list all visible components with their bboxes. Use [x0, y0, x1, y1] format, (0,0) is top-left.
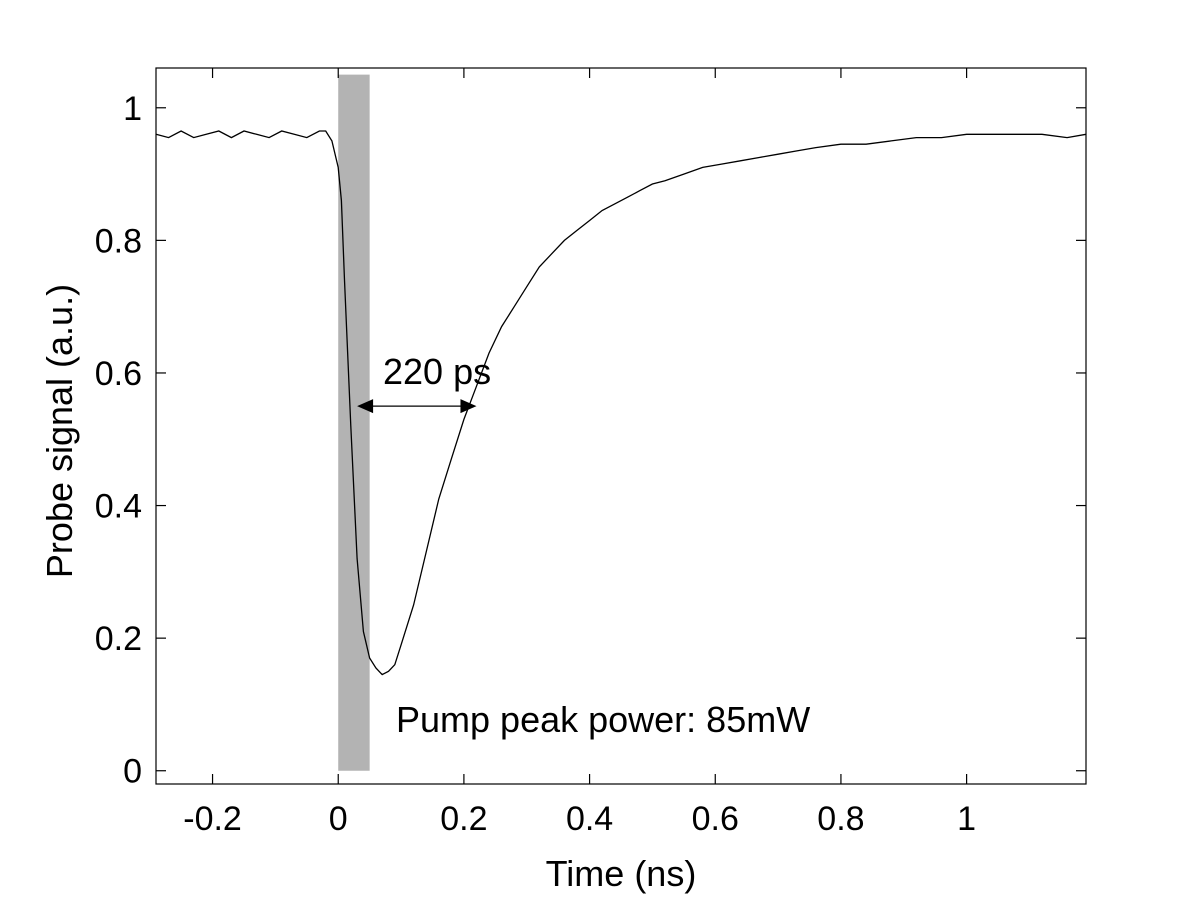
x-axis-label: Time (ns) [546, 853, 697, 894]
y-axis-label: Probe signal (a.u.) [39, 284, 80, 578]
pump-pulse-region [338, 74, 370, 771]
y-tick-label: 0.8 [95, 222, 142, 260]
y-tick-label: 0 [123, 753, 142, 791]
x-tick-label: 0.4 [566, 800, 613, 838]
x-tick-label: 0.6 [692, 800, 739, 838]
y-tick-label: 0.4 [95, 488, 142, 526]
pump-power-annotation: Pump peak power: 85mW [396, 699, 810, 740]
x-tick-label: 0 [329, 800, 348, 838]
x-tick-label: 0.2 [440, 800, 487, 838]
arrow-left-head [357, 399, 374, 414]
series-line-0 [155, 130, 1087, 676]
y-tick-label: 0.6 [95, 355, 142, 393]
arrow-right-head [460, 399, 477, 414]
x-tick-label: -0.2 [183, 800, 242, 838]
y-tick-label: 1 [123, 90, 142, 128]
y-tick-label: 0.2 [95, 620, 142, 658]
plot-frame [155, 67, 1087, 785]
x-tick-label: 1 [957, 800, 976, 838]
width-annotation: 220 ps [383, 351, 491, 392]
x-tick-label: 0.8 [817, 800, 864, 838]
